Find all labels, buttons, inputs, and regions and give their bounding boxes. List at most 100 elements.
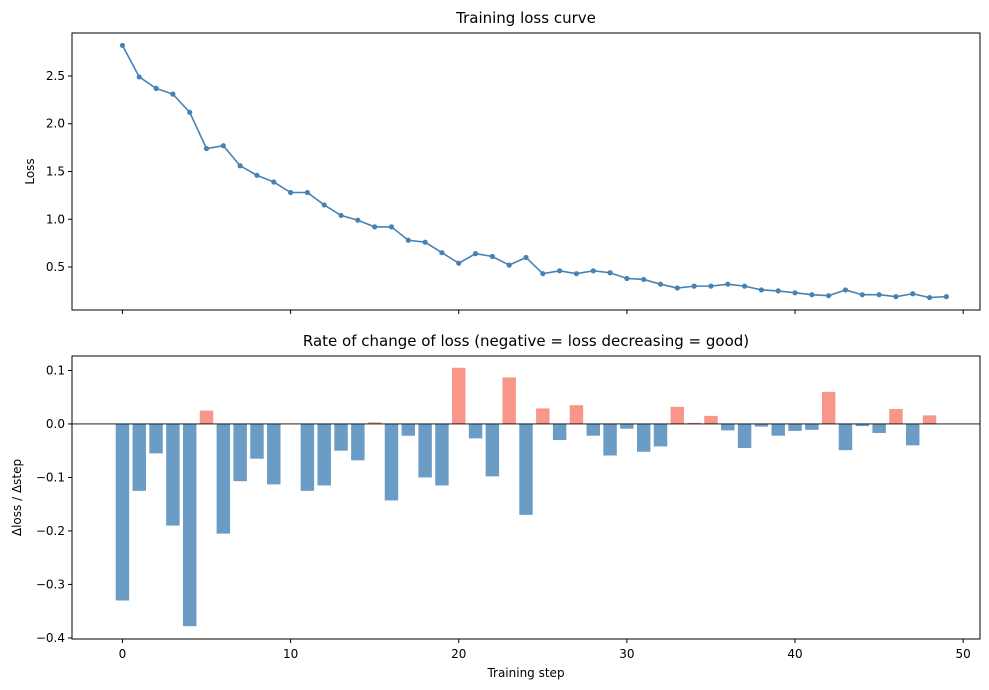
rate-bar-negative: [250, 423, 264, 459]
loss-point: [254, 172, 260, 178]
rate-bar-negative: [233, 423, 247, 482]
loss-point: [456, 260, 462, 266]
loss-point: [910, 291, 916, 297]
loss-point: [792, 290, 798, 296]
loss-point: [372, 224, 378, 230]
rate-bar-negative: [401, 423, 416, 436]
rate-y-tick-label: 0.0: [46, 417, 65, 431]
rate-bar-negative: [653, 423, 668, 447]
loss-point: [170, 91, 176, 97]
rate-bar-positive: [889, 408, 903, 424]
loss-point: [287, 189, 294, 196]
rate-plot-area: [72, 367, 980, 627]
rate-bar-positive: [922, 415, 937, 424]
loss-point: [506, 262, 512, 268]
loss-y-tick-label: 1.5: [46, 165, 65, 179]
rate-bar-negative: [771, 423, 785, 436]
rate-bar-negative: [737, 423, 752, 449]
rate-bar-negative: [485, 423, 500, 477]
rate-bar-positive: [821, 391, 836, 424]
loss-point: [271, 179, 277, 185]
loss-point: [489, 253, 495, 260]
rate-bar-negative: [300, 423, 315, 491]
rate-y-tick-label: −0.2: [36, 524, 65, 538]
rate-bar-negative: [620, 423, 634, 429]
x-tick-label: 0: [119, 647, 127, 661]
rate-bar-positive: [502, 377, 516, 424]
rate-bar-negative: [519, 423, 533, 515]
loss-y-tick-label: 1.0: [46, 212, 65, 226]
rate-bar-positive: [670, 406, 685, 424]
loss-point: [725, 281, 731, 287]
x-tick-label: 50: [956, 647, 971, 661]
rate-y-tick-label: −0.3: [36, 577, 65, 591]
x-tick-label: 30: [619, 647, 634, 661]
loss-point: [321, 202, 327, 208]
rate-bar-negative: [603, 423, 617, 456]
loss-curve-title: Training loss curve: [455, 9, 596, 27]
rate-bar-negative: [351, 423, 365, 461]
loss-point: [943, 294, 949, 300]
rate-bar-negative: [115, 423, 130, 601]
loss-point: [388, 224, 395, 230]
rate-bar-positive: [367, 422, 382, 424]
rate-y-tick-label: −0.1: [36, 470, 65, 484]
loss-plot-frame: [71, 32, 981, 311]
loss-point: [809, 292, 815, 298]
loss-point: [557, 268, 563, 274]
x-tick-label: 40: [787, 647, 802, 661]
loss-plot-area: [119, 42, 949, 301]
rate-bar-negative: [317, 423, 331, 486]
loss-point: [926, 294, 933, 301]
loss-curve-subplot: Training loss curve Loss 0.5 1.0 1.5 2.0 2.5: [23, 9, 981, 314]
rate-bar-negative: [838, 423, 853, 451]
loss-point: [708, 283, 714, 289]
loss-point: [624, 275, 630, 282]
rate-bar-positive: [687, 422, 701, 424]
rate-bar-negative: [872, 423, 886, 434]
loss-point: [237, 163, 243, 169]
loss-point: [119, 42, 126, 49]
rate-axis-ticks: −0.4 −0.3 −0.2 −0.1 0.0 0.1 0 10 20 30 40 50: [36, 363, 971, 661]
rate-of-change-subplot: Rate of change of loss (negative = loss …: [10, 332, 981, 680]
x-tick-label: 10: [283, 647, 298, 661]
rate-bar-negative: [788, 423, 802, 431]
rate-bar-negative: [334, 423, 348, 451]
loss-point: [338, 212, 344, 219]
loss-point: [422, 239, 428, 245]
loss-point: [405, 237, 411, 243]
loss-point: [876, 292, 882, 298]
loss-y-tick-label: 2.5: [46, 69, 65, 83]
rate-chart-title: Rate of change of loss (negative = loss …: [303, 332, 749, 350]
loss-point: [439, 250, 445, 256]
rate-bar-negative: [855, 423, 870, 427]
rate-bar-negative: [418, 423, 432, 478]
loss-point: [657, 281, 664, 287]
x-tick-label: 20: [451, 647, 466, 661]
loss-point: [691, 283, 697, 289]
loss-point: [590, 268, 596, 274]
loss-point: [573, 271, 580, 277]
rate-bar-negative: [636, 423, 651, 452]
loss-point: [540, 271, 546, 277]
loss-point: [674, 285, 680, 291]
loss-point: [136, 74, 142, 80]
rate-bar-negative: [384, 423, 399, 501]
rate-plot-frame: [71, 355, 981, 640]
rate-bar-positive: [704, 415, 718, 424]
rate-bar-negative: [132, 423, 146, 491]
rate-bar-negative: [721, 423, 735, 431]
rate-bar-negative: [267, 423, 281, 485]
loss-point: [842, 287, 849, 293]
loss-point: [355, 217, 361, 223]
loss-point: [641, 276, 647, 283]
loss-point: [826, 293, 832, 299]
loss-point: [304, 189, 311, 196]
loss-point: [523, 254, 529, 261]
loss-point: [775, 288, 781, 294]
rate-bar-negative: [216, 423, 231, 534]
loss-y-axis-label: Loss: [23, 158, 37, 184]
rate-bar-positive: [569, 405, 584, 424]
rate-bar-positive: [199, 410, 214, 424]
